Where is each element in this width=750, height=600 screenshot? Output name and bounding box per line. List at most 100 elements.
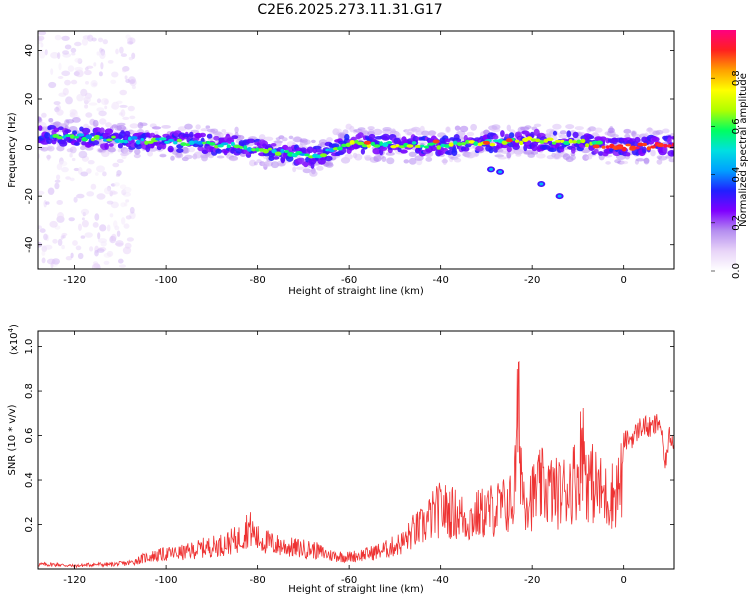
spectrogram-cell [610,134,619,138]
spectrogram-cell [56,109,64,116]
spectrogram-cell [72,130,78,135]
spectrogram-cell [57,52,61,60]
spectrogram-cell [569,155,576,161]
spectrogram-cell [44,132,51,139]
spectrogram-cell [121,217,126,225]
spectrogram-frame [37,30,675,270]
spectrogram-cell [621,146,627,152]
spectrogram-cell [671,142,674,147]
y-tick-label: 0.6 [24,428,35,444]
spectrogram-cell [74,66,83,72]
spectrogram-cell [598,151,604,156]
spectrogram-cell [76,94,84,102]
spectrogram-cell [81,38,88,46]
spectrogram-cell [637,142,644,147]
x-tick-label: -80 [249,275,265,286]
spectrogram-cell [526,136,533,141]
spectrogram-cell [87,160,95,165]
spectrogram-cell [408,151,417,157]
spectrogram-cell [601,145,606,149]
spectrogram-cell [86,191,95,197]
spectrogram-cell [414,155,424,161]
spectrogram-cell [64,44,72,50]
spectrogram-cell [326,137,333,143]
spectrogram-cell [91,140,100,146]
spectrogram-cell [164,140,170,144]
spectrogram-cell [119,46,124,54]
spectrogram-cell [129,123,139,129]
spectrogram-cell [59,140,68,147]
spectrogram-cell [304,153,310,157]
spectrogram-cell [68,217,75,222]
spectrogram-cell [280,148,285,154]
spectrogram-cell [246,138,256,144]
snr-series-line [38,360,674,569]
snr-y-label: SNR (10 * v/v) [7,404,18,475]
spectrogram-cell [302,168,312,174]
spectrogram-cell [466,131,475,137]
spectrogram-cell [57,76,64,79]
spectrogram-cell [111,135,116,139]
spectrogram-cell [373,144,381,148]
spectrogram-cell [50,52,59,59]
spectrogram-cell [91,37,97,42]
spectrogram-cell [382,127,392,132]
spectrogram-cell [309,170,318,177]
spectrogram-cell [188,140,195,145]
spectrogram-cell [585,155,593,160]
spectrogram-cell [436,145,442,150]
spectrogram-cell [73,167,80,172]
spectrogram-cell [270,143,277,147]
spectrogram-cell [668,158,674,163]
spectrogram-cell [607,127,615,134]
spectrogram-cell [139,122,148,127]
spectrogram-cell [39,49,44,53]
spectrogram-cell [655,129,664,135]
x-tick-label: -80 [249,575,265,586]
spectrogram-cell [54,34,62,41]
spectrogram-cell [206,140,211,145]
spectrogram-cell [123,186,132,194]
spectrogram-cell [646,146,651,151]
spectrogram-cell [530,138,537,142]
spectrogram-cell [76,133,85,137]
spectrogram-cell [563,140,570,145]
spectrogram-cell [124,202,128,207]
spectrogram-cell [64,134,72,138]
spectrogram-cell [444,138,451,143]
spectrogram-cell [411,141,417,145]
spectrogram-cell [493,148,498,153]
colorbar: 0.0 0.2 0.4 0.6 0.8 Normalized spectral ampl… [711,30,749,279]
spectrogram-cell [126,237,134,242]
y-tick-label: -40 [24,237,35,253]
spectrogram-cell [113,220,118,228]
spectrogram-panel: -120 -100 -80 -60 -40 -20 0 -40 -20 0 20 40 Height… [7,30,675,297]
spectrogram-cell [96,248,105,253]
spectrogram-y-label: Frequency (Hz) [7,112,18,188]
spectrogram-cell [101,150,110,158]
spectrogram-cell [71,52,76,56]
spectrogram-cell [246,147,252,152]
spectrogram-cell [206,133,213,139]
spectrogram-cell [99,224,107,232]
colorbar-tick-label: 0.8 [731,70,742,86]
spectrogram-cell [91,138,95,142]
y-tick-label: 0.4 [24,472,35,488]
spectrogram-cell [385,152,395,156]
spectrogram-cell [41,250,46,256]
spectrogram-cell [96,264,101,269]
spectrogram-cell [81,220,89,228]
spectrogram-cell [357,141,365,146]
spectrogram-cell [57,238,63,246]
spectrogram-cell [49,220,58,228]
snr-x-label: Height of straight line (km) [288,584,424,595]
spectrogram-cell [47,154,51,161]
spectrogram-cell [44,244,53,250]
spectrogram-cell [94,213,100,221]
spectrogram-cell [100,241,107,247]
spectrogram-cell [662,128,670,134]
spectrogram-cell [623,128,632,134]
spectrogram-cell [131,130,138,134]
spectrogram-cell [56,145,65,152]
